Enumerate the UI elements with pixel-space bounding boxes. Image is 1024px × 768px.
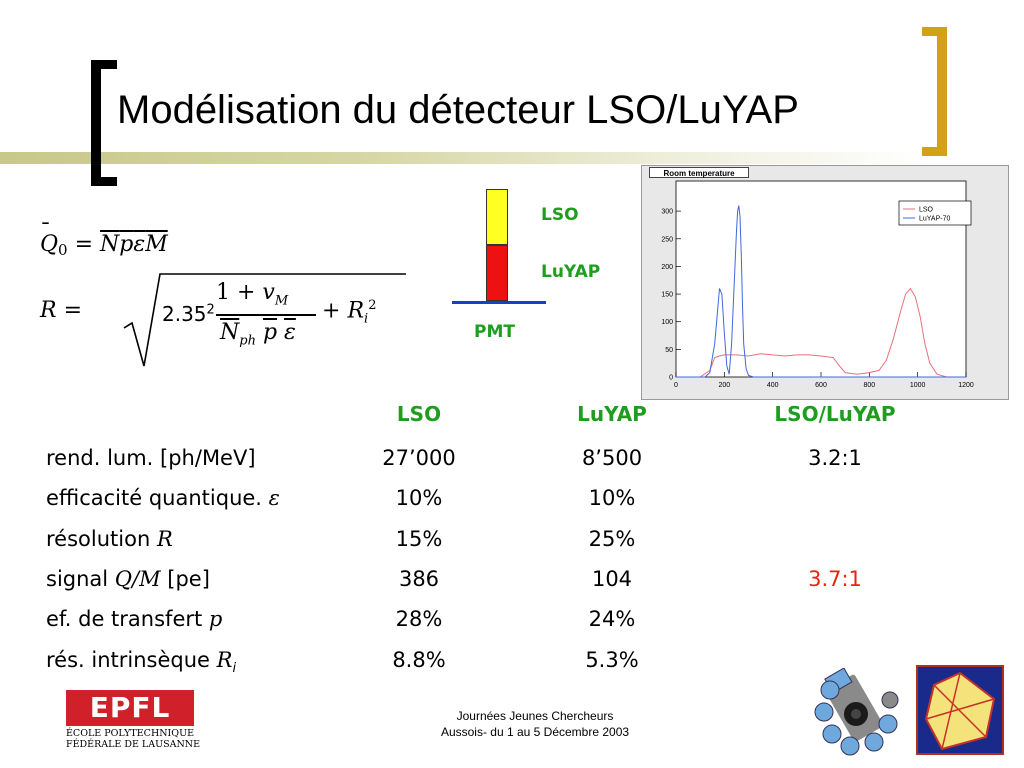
- table-cell-luyap: 24%: [588, 607, 636, 631]
- col-header-luyap: LuYAP: [577, 402, 647, 426]
- x-tick-label: 600: [815, 382, 827, 389]
- table-cell-ratio: 3.2:1: [808, 446, 862, 470]
- table-cell-luyap: 10%: [588, 486, 636, 510]
- x-tick-label: 800: [863, 382, 875, 389]
- lso-label: LSO: [541, 205, 579, 225]
- legend-label: LSO: [919, 207, 934, 214]
- table-cell-luyap: 5.3%: [585, 648, 639, 672]
- left-bracket-bottom: [91, 177, 117, 186]
- y-tick-label: 100: [661, 319, 673, 326]
- x-tick-label: 1000: [910, 382, 926, 389]
- left-bracket-top: [91, 60, 117, 69]
- table-cell-ratio: 3.7:1: [808, 567, 862, 591]
- y-tick-label: 200: [661, 264, 673, 271]
- table-row-label: efficacité quantique. ε: [46, 486, 280, 510]
- table-row-label: ef. de transfert p: [46, 607, 223, 631]
- x-tick-label: 400: [767, 382, 779, 389]
- slide-title: Modélisation du détecteur LSO/LuYAP: [117, 88, 799, 132]
- right-bracket-top: [922, 27, 947, 36]
- luyap-crystal: [486, 245, 508, 301]
- series-line-luyap: [676, 205, 966, 378]
- table-cell-lso: 8.8%: [392, 648, 446, 672]
- table-cell-lso: 15%: [395, 527, 443, 551]
- table-cell-lso: 10%: [395, 486, 443, 510]
- table-row-label: résolution R: [46, 527, 173, 551]
- crystal-pixel-icon: [916, 665, 1004, 755]
- table-cell-luyap: 25%: [588, 527, 636, 551]
- fraction-bar: [216, 314, 316, 316]
- y-tick-label: 50: [665, 347, 673, 354]
- y-tick-label: 300: [661, 209, 673, 216]
- table-cell-lso: 28%: [395, 607, 443, 631]
- formula-resolution: R = 2.352 1 + vM Nph p ε + Ri2: [40, 268, 420, 368]
- y-tick-label: 150: [661, 292, 673, 299]
- epfl-logo: EPFL: [66, 690, 194, 726]
- left-bracket: [91, 60, 101, 186]
- table-row-label: rés. intrinsèque Ri: [46, 648, 237, 677]
- sqrt-sign: [123, 273, 406, 367]
- lso-crystal: [486, 189, 508, 245]
- col-header-ratio: LSO/LuYAP: [774, 402, 896, 426]
- legend-label: LuYAP-70: [919, 216, 950, 223]
- table-cell-luyap: 8’500: [581, 446, 643, 470]
- x-tick-label: 0: [674, 382, 678, 389]
- table-row-label: rend. lum. [ph/MeV]: [46, 446, 256, 470]
- right-bracket-bottom: [922, 147, 947, 156]
- footer-conference: Journées Jeunes Chercheurs Aussois- du 1…: [440, 709, 630, 739]
- histogram-title: Room temperature: [649, 167, 749, 178]
- y-tick-label: 0: [669, 375, 673, 382]
- detector-ring-icon: [810, 668, 902, 758]
- pmt-window: [452, 301, 546, 304]
- pmt-label: PMT: [474, 322, 515, 342]
- formula-q0: Q ¯ 0 = NpεM: [40, 220, 168, 259]
- x-tick-label: 200: [718, 382, 730, 389]
- luyap-label: LuYAP: [541, 262, 601, 282]
- y-tick-label: 250: [661, 236, 673, 243]
- histogram-chart: 0 200 400 600 800 1000 1200 0 50 100 150 200 250 300 L…: [661, 180, 974, 389]
- epfl-logo-caption: ÉCOLE POLYTECHNIQUE FÉDÉRALE DE LAUSANNE: [66, 728, 201, 750]
- col-header-lso: LSO: [396, 402, 442, 426]
- right-bracket: [937, 27, 947, 156]
- title-underline: [0, 152, 930, 164]
- x-tick-label: 1200: [958, 382, 974, 389]
- table-row-label: signal Q/M [pe]: [46, 567, 210, 591]
- table-cell-lso: 386: [398, 567, 440, 591]
- legend-box: [898, 200, 972, 226]
- table-cell-luyap: 104: [591, 567, 633, 591]
- table-cell-lso: 27’000: [382, 446, 456, 470]
